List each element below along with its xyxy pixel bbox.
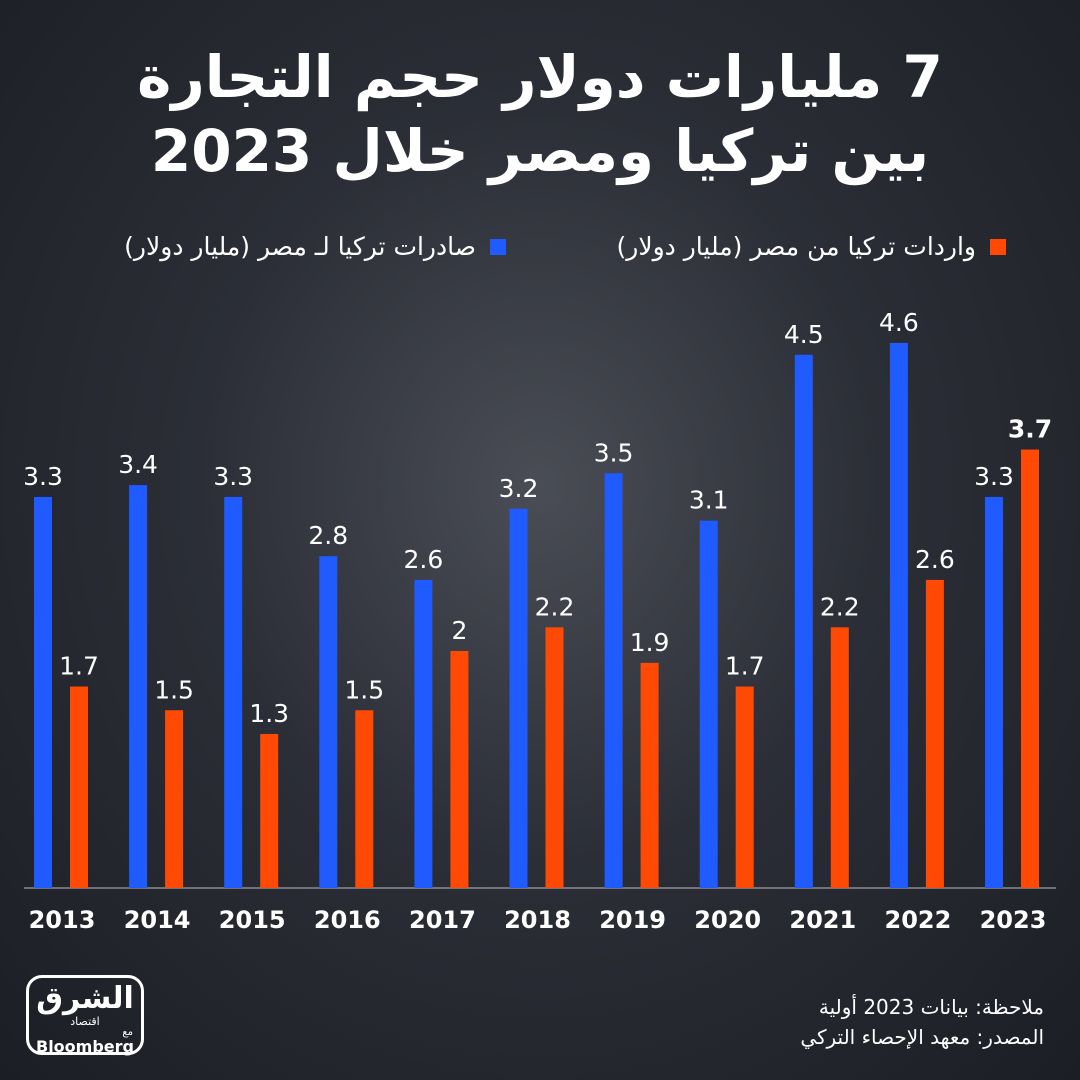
bar xyxy=(985,496,1003,888)
bar xyxy=(830,627,849,888)
bar xyxy=(450,651,469,888)
x-tick-label: 2019 xyxy=(599,906,666,934)
x-tick-label: 2014 xyxy=(124,906,191,934)
bar xyxy=(319,556,338,888)
logo: الشرق اقتصاد مع Bloomberg xyxy=(26,975,144,1056)
bar xyxy=(699,520,718,888)
notes: ملاحظة: بيانات 2023 أولية المصدر: معهد ا… xyxy=(800,992,1044,1052)
bar xyxy=(355,710,374,888)
legend-item: واردات تركيا من مصر (مليار دولار) xyxy=(616,232,1006,261)
chart-title: 7 مليارات دولار حجم التجارة بين تركيا وم… xyxy=(137,43,943,185)
x-tick-label: 2017 xyxy=(409,906,476,934)
value-label: 2.6 xyxy=(404,545,444,574)
bar xyxy=(735,686,754,888)
x-tick-label: 2020 xyxy=(694,906,761,934)
value-label: 3.3 xyxy=(974,462,1014,491)
bar xyxy=(794,354,813,888)
x-tick-label: 2023 xyxy=(980,906,1047,934)
logo-with: مع xyxy=(122,1027,133,1038)
value-label: 1.5 xyxy=(154,675,194,704)
value-label: 2.2 xyxy=(535,592,575,621)
bar xyxy=(889,342,908,888)
value-label: 2 xyxy=(451,616,467,645)
legend-swatch xyxy=(490,238,506,255)
value-label: 3.1 xyxy=(689,486,729,515)
bar xyxy=(1021,449,1039,888)
value-label: 4.5 xyxy=(784,320,824,349)
value-label: 1.9 xyxy=(630,628,670,657)
bar xyxy=(70,686,88,888)
value-label: 2.6 xyxy=(915,545,955,574)
x-tick-label: 2021 xyxy=(789,906,856,934)
value-label: 1.7 xyxy=(725,652,765,681)
value-label: 3.3 xyxy=(23,462,63,491)
value-label: 1.3 xyxy=(249,699,289,728)
x-tick-label: 2013 xyxy=(29,906,96,934)
bar xyxy=(640,662,659,888)
bar xyxy=(129,485,148,888)
logo-partner: Bloomberg xyxy=(36,1037,134,1056)
value-label: 3.2 xyxy=(499,474,539,503)
value-label: 2.2 xyxy=(820,592,860,621)
value-label: 1.5 xyxy=(344,675,384,704)
bar xyxy=(509,508,528,888)
logo-name: الشرق xyxy=(36,981,134,1016)
x-tick-label: 2016 xyxy=(314,906,381,934)
note: المصدر: معهد الإحصاء التركي xyxy=(800,1025,1044,1049)
bar xyxy=(165,710,184,888)
logo-sub: اقتصاد xyxy=(70,1015,100,1028)
x-tick-label: 2022 xyxy=(885,906,952,934)
note: ملاحظة: بيانات 2023 أولية xyxy=(818,995,1044,1019)
legend-item: صادرات تركيا لـ مصر (مليار دولار) xyxy=(124,232,506,261)
bar xyxy=(545,627,564,888)
x-tick-label: 2015 xyxy=(219,906,286,934)
legend-label: واردات تركيا من مصر (مليار دولار) xyxy=(616,232,977,261)
bar xyxy=(224,496,243,888)
legend-label: صادرات تركيا لـ مصر (مليار دولار) xyxy=(124,232,476,261)
value-label: 3.3 xyxy=(213,462,253,491)
value-label: 4.6 xyxy=(879,308,919,337)
value-label: 3.4 xyxy=(118,450,158,479)
value-label: 1.7 xyxy=(59,652,99,681)
bar xyxy=(34,496,52,888)
bar xyxy=(604,473,623,888)
bar xyxy=(925,579,944,888)
bar xyxy=(260,733,279,888)
legend-swatch xyxy=(990,238,1006,255)
value-label: 2.8 xyxy=(308,521,348,550)
bar xyxy=(414,579,433,888)
value-label: 3.7 xyxy=(1008,415,1052,444)
value-label: 3.5 xyxy=(594,438,634,467)
x-tick-label: 2018 xyxy=(504,906,571,934)
